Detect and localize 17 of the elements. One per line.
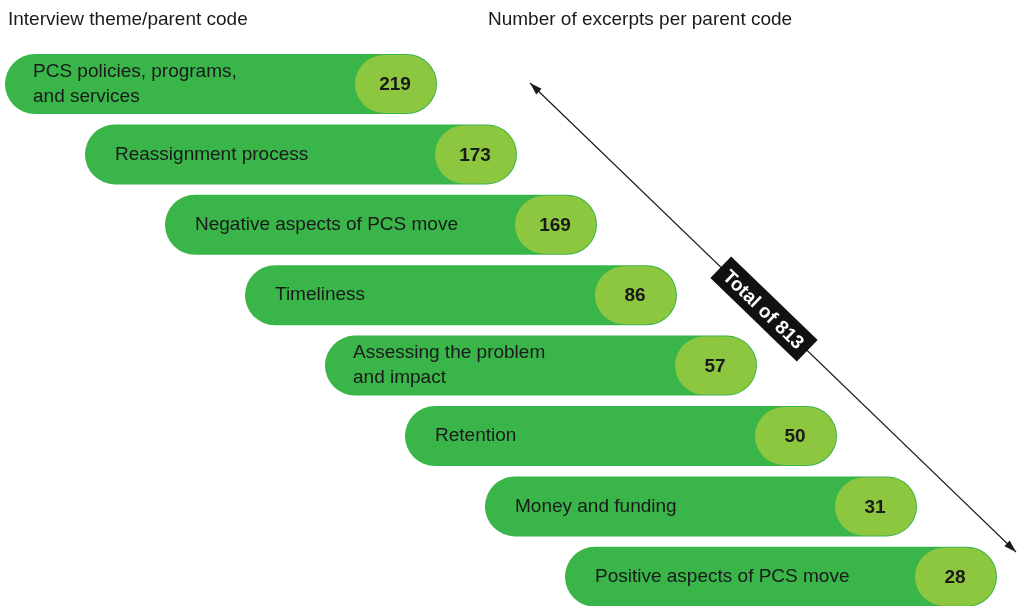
- data-label: 31: [864, 495, 886, 517]
- category-label: PCS policies, programs, and services: [33, 59, 237, 106]
- data-label: 86: [624, 284, 646, 306]
- data-label: 50: [784, 425, 806, 447]
- category-label: Negative aspects of PCS move: [195, 213, 458, 235]
- data-label: 173: [459, 143, 491, 165]
- category-label: Reassignment process: [115, 142, 309, 164]
- data-label: 169: [539, 214, 571, 236]
- text: Number of excerpts per parent code: [488, 8, 793, 30]
- data-label: 219: [379, 73, 411, 95]
- category-label: Retention: [435, 424, 517, 446]
- category-label: Positive aspects of PCS move: [595, 565, 850, 587]
- category-label: Timeliness: [275, 283, 366, 305]
- category-label: Money and funding: [515, 494, 677, 516]
- text: Interview theme/parent code: [8, 8, 248, 30]
- data-label: 28: [944, 566, 966, 588]
- category-label: Assessing the problem and impact: [353, 341, 546, 388]
